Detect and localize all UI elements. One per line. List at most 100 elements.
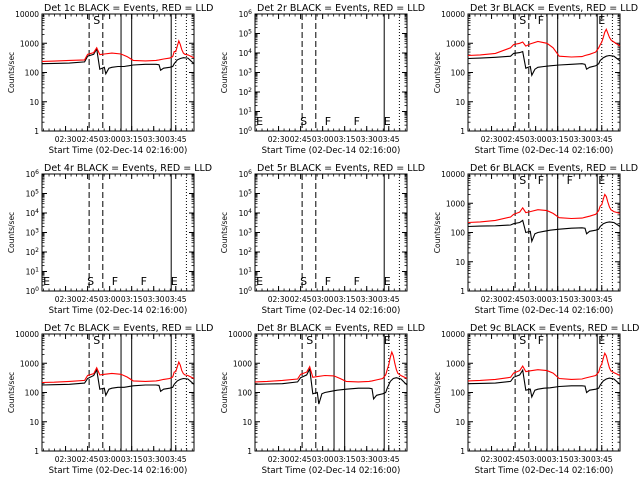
series-events-line [467, 219, 621, 244]
region-label: S [306, 334, 313, 347]
series-lld-line [41, 360, 195, 384]
y-tick-label: 1 [247, 447, 252, 456]
x-axis-label: Start Time (02-Dec-14 02:16:00) [475, 306, 614, 316]
y-tick-label: 1000 [20, 39, 39, 48]
series-events-line [254, 367, 408, 405]
y-tick-label: 10 [29, 418, 39, 427]
x-tick-label: 02:30 [481, 135, 503, 144]
x-tick-label: 03:15 [334, 455, 356, 464]
x-tick-label: 03:45 [165, 135, 187, 144]
y-tick-label: 10000 [228, 330, 252, 339]
x-axis-label: Start Time (02-Dec-14 02:16:00) [49, 306, 188, 316]
y-axis-label: Counts/sec [220, 212, 229, 253]
y-tick-label: 10 [29, 98, 39, 107]
y-tick-label: 101 [239, 107, 253, 117]
y-tick-label: 100 [239, 126, 253, 136]
y-tick-label: 102 [239, 87, 253, 97]
x-tick-label: 03:15 [121, 135, 143, 144]
chart-title: Det 6r BLACK = Events, RED = LLD [470, 163, 638, 174]
x-tick-label: 03:00 [525, 295, 547, 304]
y-tick-label: 10000 [441, 330, 465, 339]
series-lld-line [467, 351, 621, 382]
y-axis-label: Counts/sec [7, 52, 16, 93]
region-label: E [598, 14, 605, 27]
x-tick-label: 03:00 [525, 135, 547, 144]
x-tick-label: 02:45 [290, 455, 312, 464]
y-tick-label: 10 [455, 258, 465, 267]
chart-title: Det 4r BLACK = Events, RED = LLD [44, 163, 212, 174]
x-tick-label: 02:30 [268, 135, 290, 144]
series-events-line [467, 50, 621, 78]
region-label: F [325, 115, 331, 128]
y-tick-label: 100 [25, 69, 40, 78]
x-tick-label: 03:30 [569, 455, 591, 464]
y-tick-label: 104 [239, 208, 253, 218]
x-tick-label: 03:00 [525, 455, 547, 464]
x-axis-label: Start Time (02-Dec-14 02:16:00) [475, 146, 614, 156]
region-label: S [519, 14, 526, 27]
region-label: F [354, 115, 360, 128]
x-axis-label: Start Time (02-Dec-14 02:16:00) [49, 466, 188, 476]
series-events-line [41, 367, 195, 397]
region-label: E [43, 275, 50, 288]
region-label: F [354, 275, 360, 288]
region-label: F [538, 174, 544, 187]
x-tick-label: 02:30 [55, 295, 77, 304]
chart-title: Det 2r BLACK = Events, RED = LLD [257, 3, 425, 14]
region-label: S [300, 275, 307, 288]
x-tick-label: 02:30 [268, 455, 290, 464]
region-label: E [384, 275, 391, 288]
y-tick-label: 100 [451, 69, 466, 78]
x-tick-label: 03:15 [334, 135, 356, 144]
y-tick-label: 100 [25, 389, 40, 398]
chart-title: Det 3r BLACK = Events, RED = LLD [470, 3, 638, 14]
y-tick-label: 1 [460, 447, 465, 456]
x-tick-label: 02:45 [290, 295, 312, 304]
y-tick-label: 10 [455, 98, 465, 107]
y-tick-label: 1 [34, 447, 39, 456]
x-tick-label: 03:15 [547, 135, 569, 144]
y-tick-label: 1000 [446, 359, 465, 368]
region-label: E [384, 334, 391, 347]
y-tick-label: 104 [239, 48, 253, 58]
y-tick-label: 105 [239, 29, 253, 39]
chart-panel-1: Det 1c BLACK = Events, RED = LLD Counts/s… [7, 3, 213, 156]
chart-title: Det 9c BLACK = Events, RED = LLD [470, 323, 639, 334]
chart-title: Det 7c BLACK = Events, RED = LLD [44, 323, 213, 334]
region-label: E [598, 174, 605, 187]
y-tick-label: 102 [26, 247, 40, 257]
x-tick-label: 02:45 [77, 135, 99, 144]
region-label: F [141, 275, 147, 288]
x-axis-label: Start Time (02-Dec-14 02:16:00) [49, 146, 188, 156]
x-tick-label: 03:15 [547, 295, 569, 304]
region-label: S [93, 14, 100, 27]
x-tick-label: 02:45 [290, 135, 312, 144]
region-label: E [384, 115, 391, 128]
y-tick-label: 101 [239, 267, 253, 277]
series-lld-line [467, 193, 621, 224]
chart-panel-3: Det 3r BLACK = Events, RED = LLD Counts/s… [433, 3, 638, 156]
x-tick-label: 03:45 [591, 295, 613, 304]
x-tick-label: 03:00 [312, 295, 334, 304]
y-tick-label: 100 [239, 286, 253, 296]
chart-panel-2: Det 2r BLACK = Events, RED = LLD Counts/s… [220, 3, 425, 156]
x-tick-label: 03:45 [165, 455, 187, 464]
x-tick-label: 03:45 [165, 295, 187, 304]
region-label: F [538, 14, 544, 27]
x-tick-label: 03:00 [312, 135, 334, 144]
region-label: F [567, 174, 573, 187]
y-tick-label: 102 [239, 247, 253, 257]
region-label: F [538, 334, 544, 347]
x-tick-label: 03:00 [312, 455, 334, 464]
x-axis-label: Start Time (02-Dec-14 02:16:00) [475, 466, 614, 476]
x-tick-label: 03:30 [569, 295, 591, 304]
y-tick-label: 1 [460, 287, 465, 296]
y-tick-label: 104 [26, 208, 40, 218]
y-tick-label: 106 [26, 169, 40, 179]
y-axis-label: Counts/sec [220, 372, 229, 413]
chart-panel-8: Det 8r BLACK = Events, RED = LLD Counts/s… [220, 323, 425, 476]
x-tick-label: 03:30 [569, 135, 591, 144]
x-tick-label: 03:30 [143, 135, 165, 144]
x-tick-label: 03:45 [378, 135, 400, 144]
